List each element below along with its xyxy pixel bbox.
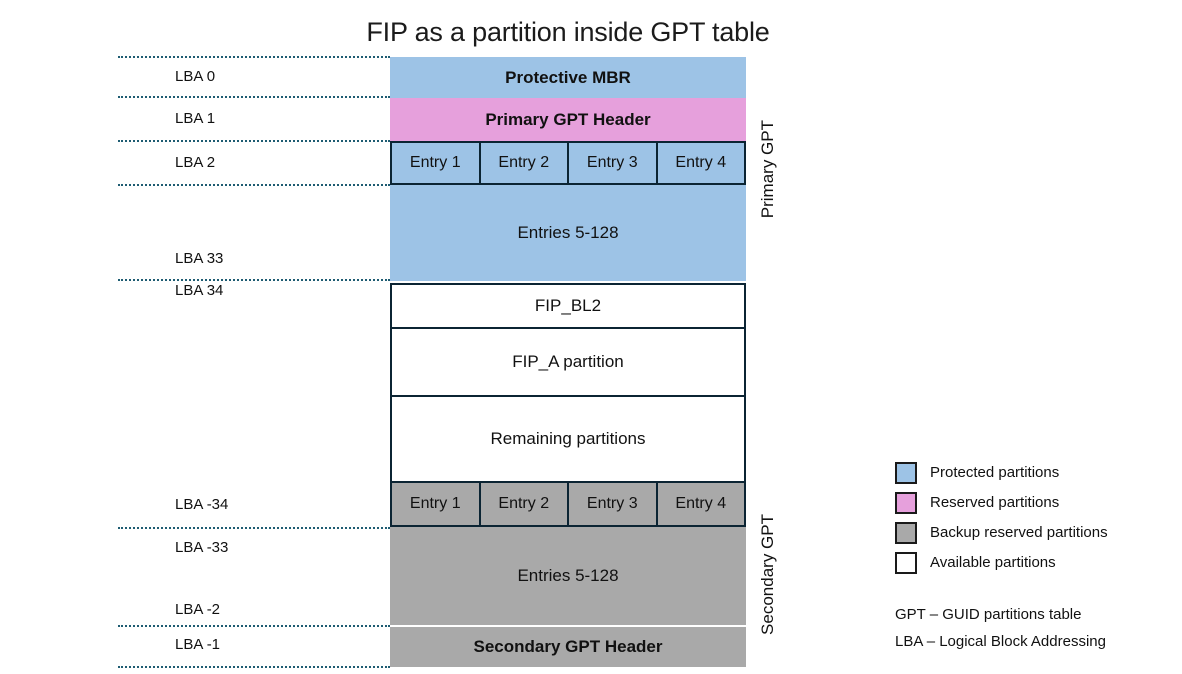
backup-reserved-color-swatch	[895, 521, 917, 544]
primary-entry-3: Entry 3	[567, 141, 658, 185]
legend-label: Protected partitions	[930, 464, 1060, 481]
lba-label: LBA -33	[175, 539, 229, 556]
available-color-swatch	[895, 551, 917, 574]
legend-item-backup-reserved: Backup reserved partitions	[895, 521, 1108, 544]
lba-divider-line	[118, 184, 390, 186]
diagram-title: FIP as a partition inside GPT table	[366, 17, 770, 47]
secondary-entry-2: Entry 2	[478, 481, 569, 527]
block-protective-mbr: Protective MBR	[390, 57, 746, 98]
lba-abbreviation: LBA – Logical Block Addressing	[895, 633, 1106, 650]
lba-divider-line	[118, 666, 390, 668]
secondary-entry-row: Entry 1 Entry 2 Entry 3 Entry 4	[390, 481, 746, 527]
primary-entry-4: Entry 4	[655, 141, 746, 185]
lba-divider-line	[118, 625, 390, 627]
legend-item-reserved: Reserved partitions	[895, 491, 1108, 514]
lba-divider-line	[118, 56, 390, 58]
block-remaining-partitions: Remaining partitions	[390, 395, 746, 483]
legend-item-available: Available partitions	[895, 551, 1108, 574]
lba-label: LBA 34	[175, 282, 224, 299]
legend-label: Backup reserved partitions	[930, 524, 1108, 541]
block-primary-entries-5-128: Entries 5-128	[390, 185, 746, 281]
partition-column: Protective MBR Primary GPT Header Entry …	[390, 0, 746, 674]
primary-gpt-side-label: Primary GPT	[758, 119, 777, 219]
lba-label: LBA 1	[175, 110, 216, 127]
block-fip-bl2: FIP_BL2	[390, 283, 746, 329]
secondary-entry-3: Entry 3	[567, 481, 658, 527]
secondary-entry-4: Entry 4	[655, 481, 746, 527]
block-fip-a-partition: FIP_A partition	[390, 327, 746, 397]
lba-label: LBA -34	[175, 496, 229, 513]
primary-entry-1: Entry 1	[390, 141, 481, 185]
lba-divider-line	[118, 279, 390, 281]
lba-divider-line	[118, 140, 390, 142]
secondary-entry-1: Entry 1	[390, 481, 481, 527]
lba-label: LBA 33	[175, 250, 224, 267]
abbreviations: GPT – GUID partitions table LBA – Logica…	[895, 601, 1106, 655]
lba-divider-line	[118, 96, 390, 98]
legend-label: Reserved partitions	[930, 494, 1060, 511]
reserved-color-swatch	[895, 491, 917, 514]
lba-label: LBA 2	[175, 154, 216, 171]
legend-item-protected: Protected partitions	[895, 461, 1108, 484]
block-secondary-entries-5-128: Entries 5-128	[390, 527, 746, 625]
secondary-gpt-side-label: Secondary GPT	[758, 513, 777, 635]
lba-label: LBA 0	[175, 68, 216, 85]
primary-entry-row: Entry 1 Entry 2 Entry 3 Entry 4	[390, 141, 746, 185]
protected-color-swatch	[895, 461, 917, 484]
block-secondary-gpt-header: Secondary GPT Header	[390, 627, 746, 667]
lba-divider-line	[118, 527, 390, 529]
lba-label: LBA -2	[175, 601, 221, 618]
gpt-abbreviation: GPT – GUID partitions table	[895, 606, 1082, 623]
legend: Protected partitions Reserved partitions…	[895, 461, 1108, 581]
block-primary-gpt-header: Primary GPT Header	[390, 98, 746, 141]
primary-entry-2: Entry 2	[478, 141, 569, 185]
lba-label: LBA -1	[175, 636, 221, 653]
legend-label: Available partitions	[930, 554, 1056, 571]
